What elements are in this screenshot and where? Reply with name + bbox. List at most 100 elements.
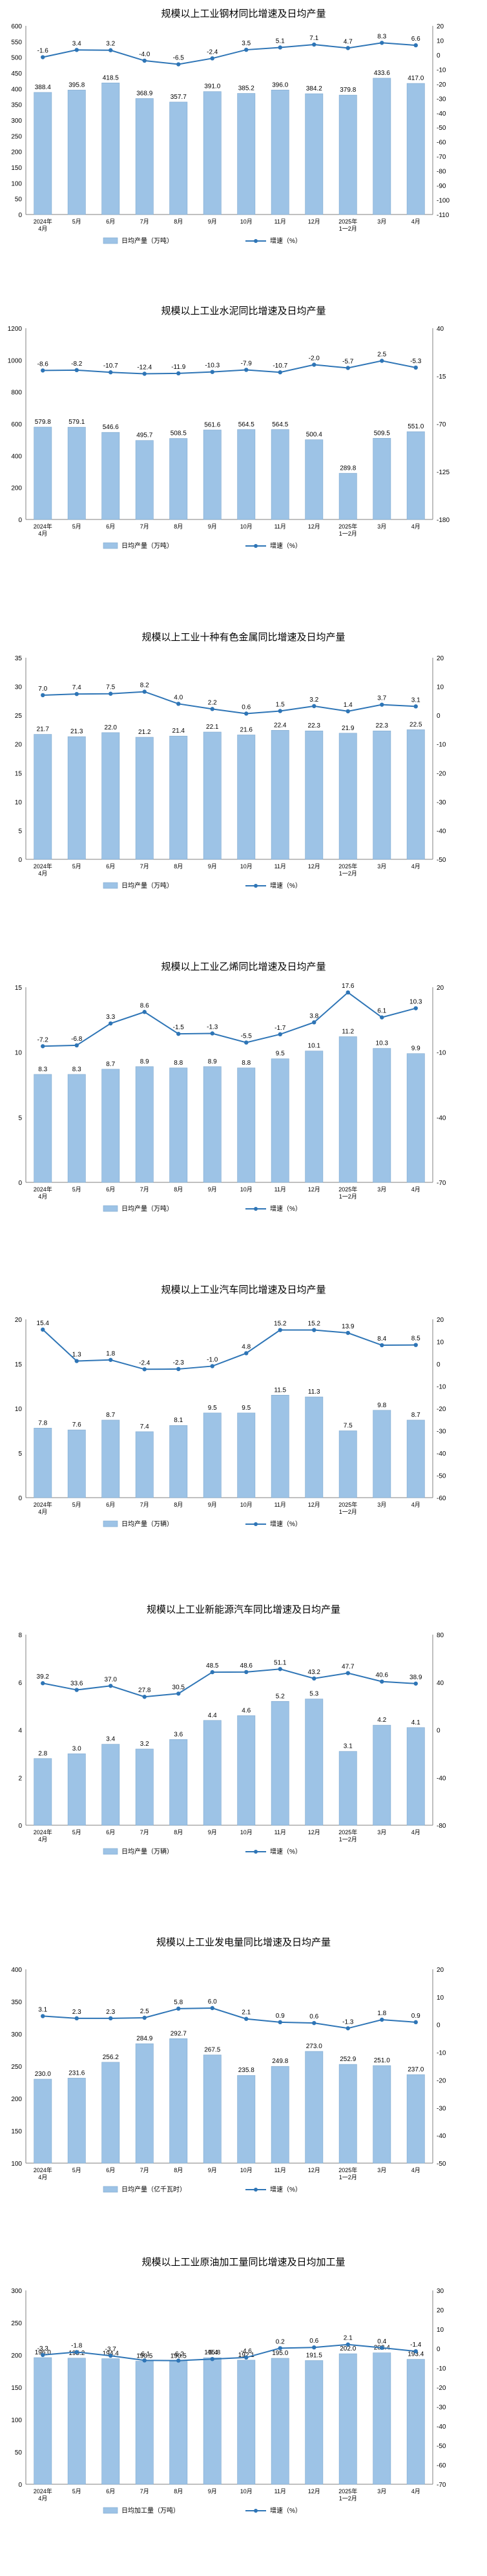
category-label: 4月 [411, 2488, 420, 2495]
right-tick-label: 10 [437, 2327, 444, 2334]
category-label: 3月 [377, 523, 386, 530]
line-point [176, 2006, 181, 2011]
growth-line [42, 1329, 416, 1370]
bar-value-label: 385.2 [238, 85, 254, 92]
line-value-label: -6.2 [173, 2351, 185, 2358]
category-label: 2024年 4月 [34, 1186, 52, 1200]
bar [271, 89, 289, 215]
line-point [244, 368, 249, 372]
legend-bar-swatch [103, 2186, 118, 2193]
bar [135, 2361, 154, 2485]
line-value-label: -6.5 [173, 55, 185, 62]
bar-value-label: 7.6 [72, 1421, 81, 1429]
category-label: 3月 [377, 2167, 386, 2173]
bar-value-label: 5.3 [309, 1691, 318, 1698]
line-point [41, 1327, 45, 1332]
legend-line-marker [254, 544, 258, 548]
line-point [210, 707, 214, 711]
bar [338, 473, 357, 520]
category-label: 4月 [411, 218, 420, 225]
line-point [413, 2020, 418, 2025]
bar-value-label: 3.2 [140, 1741, 149, 1748]
line-value-label: 3.8 [309, 1012, 318, 1020]
bar-value-label: 11.3 [308, 1388, 320, 1396]
right-tick-label: -50 [437, 1473, 446, 1480]
left-tick-label: 200 [11, 485, 22, 492]
bar-value-label: 500.4 [306, 432, 322, 439]
line-value-label: 5.8 [174, 1999, 183, 2006]
category-label: 8月 [174, 863, 183, 870]
bar-value-label: 292.7 [171, 2030, 187, 2037]
legend-line-marker [254, 1207, 258, 1211]
left-tick-label: 100 [11, 180, 22, 187]
left-tick-label: 150 [11, 165, 22, 172]
chart-title: 规模以上工业新能源汽车同比增速及日均产量 [147, 1604, 340, 1615]
category-label: 3月 [377, 1502, 386, 1508]
bar [406, 2074, 425, 2164]
category-label: 6月 [106, 523, 115, 530]
line-value-label: 4.7 [344, 38, 353, 45]
bar-value-label: 195.8 [204, 2349, 220, 2356]
right-tick-label: -10 [437, 67, 446, 74]
line-point [74, 691, 79, 696]
right-tick-label: -70 [437, 421, 446, 428]
bar [135, 440, 154, 520]
bar-value-label: 396.0 [272, 81, 288, 89]
left-tick-label: 0 [18, 517, 22, 524]
category-label: 12月 [308, 2488, 320, 2495]
bar-value-label: 417.0 [408, 75, 424, 82]
legend: 日均产量（万吨） 增速（%） [103, 541, 302, 550]
bar [305, 2051, 324, 2164]
category-label: 11月 [275, 523, 286, 530]
bar [338, 2353, 357, 2485]
line-value-label: -3.3 [37, 2345, 49, 2352]
category-label: 4月 [411, 1829, 420, 1836]
bar [169, 101, 188, 215]
chart-3: 规模以上工业十种有色金属同比增速及日均产量 0 5 10 15 20 25 30 35 -50 -4… [15, 632, 446, 890]
line-value-label: 8.3 [377, 33, 386, 40]
line-point [41, 1044, 45, 1049]
line-value-label: -1.5 [173, 1024, 185, 1031]
bar [67, 90, 86, 215]
line-point [41, 368, 45, 373]
bar [406, 1419, 425, 1498]
category-label: 5月 [72, 523, 81, 530]
line-point [346, 1671, 350, 1675]
left-tick-label: 50 [15, 196, 23, 204]
bar-value-label: 10.1 [308, 1043, 321, 1050]
line-value-label: -8.2 [71, 361, 83, 368]
left-tick-label: 600 [11, 421, 22, 428]
bar-value-label: 273.0 [306, 2043, 322, 2050]
left-tick-label: 100 [11, 2417, 22, 2424]
legend-line-marker [254, 239, 258, 243]
line-value-label: 3.5 [242, 40, 251, 47]
legend-bar-swatch [103, 237, 118, 244]
bar-value-label: 7.5 [344, 1423, 353, 1430]
chart-title: 规模以上工业发电量同比增速及日均产量 [156, 1937, 331, 1948]
bar-value-label: 252.9 [340, 2056, 356, 2063]
bar-value-label: 2.8 [38, 1750, 47, 1757]
bar-value-label: 256.2 [103, 2054, 119, 2061]
left-tick-label: 5 [18, 1115, 22, 1122]
bar [406, 729, 425, 860]
bar [34, 2079, 52, 2164]
line-value-label: -11.9 [171, 364, 185, 371]
bar [406, 1727, 425, 1826]
category-label: 10月 [240, 2167, 253, 2173]
line-value-label: 0.6 [309, 2013, 318, 2020]
bar-value-label: 190.5 [171, 2353, 187, 2360]
legend-line-marker [254, 2509, 258, 2513]
bar [373, 1410, 391, 1498]
right-tick-label: 10 [437, 1339, 444, 1346]
bar [237, 2360, 256, 2485]
bar [135, 2043, 154, 2164]
right-tick-label: -50 [437, 2161, 446, 2168]
right-tick-label: 10 [437, 37, 444, 45]
bar [203, 91, 222, 215]
right-tick-label: -125 [437, 469, 450, 476]
category-label: 7月 [140, 1186, 149, 1193]
line-point [109, 691, 113, 696]
category-label: 8月 [174, 2488, 183, 2495]
line-value-label: -5.7 [342, 358, 354, 365]
line-value-label: 3.2 [106, 41, 115, 48]
